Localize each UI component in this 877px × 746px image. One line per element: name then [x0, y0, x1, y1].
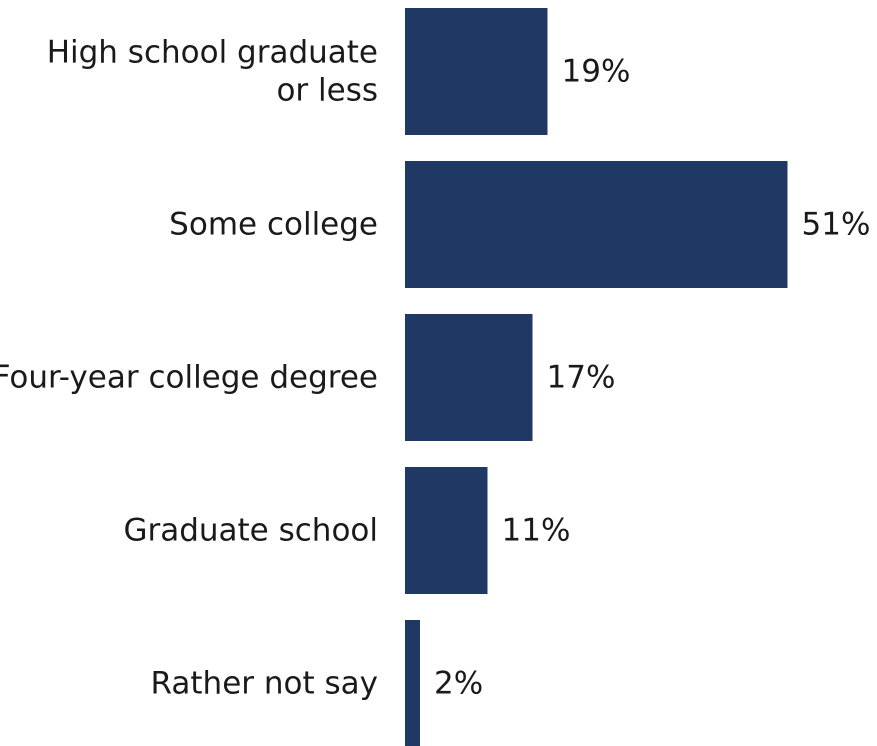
category-label-1: Some college: [169, 207, 378, 243]
value-label-1: 51%: [802, 207, 871, 243]
category-label-1-line-0: Some college: [169, 207, 378, 243]
value-label-4: 2%: [434, 666, 483, 702]
category-label-0-line-0: High school graduate: [47, 35, 378, 71]
value-label-2: 17%: [547, 360, 616, 396]
category-label-3-line-0: Graduate school: [123, 513, 378, 549]
value-label-3: 11%: [502, 513, 571, 549]
category-label-4: Rather not say: [151, 666, 378, 702]
bar-3: [405, 467, 488, 594]
bars-group: [405, 8, 788, 746]
bar-1: [405, 161, 788, 288]
category-labels-group: High school graduate or less Some college F…: [0, 35, 378, 702]
bar-4: [405, 620, 420, 746]
category-label-0-line-1: or less: [276, 73, 378, 109]
category-label-2-line-0: Four-year college degree: [0, 360, 378, 396]
value-labels-group: 19% 51% 17% 11% 2%: [434, 54, 870, 702]
category-label-2: Four-year college degree: [0, 360, 378, 396]
bar-2: [405, 314, 533, 441]
category-label-0: High school graduate or less: [47, 35, 378, 109]
value-label-0: 19%: [562, 54, 631, 90]
category-label-3: Graduate school: [123, 513, 378, 549]
bar-0: [405, 8, 548, 135]
category-label-4-line-0: Rather not say: [151, 666, 378, 702]
